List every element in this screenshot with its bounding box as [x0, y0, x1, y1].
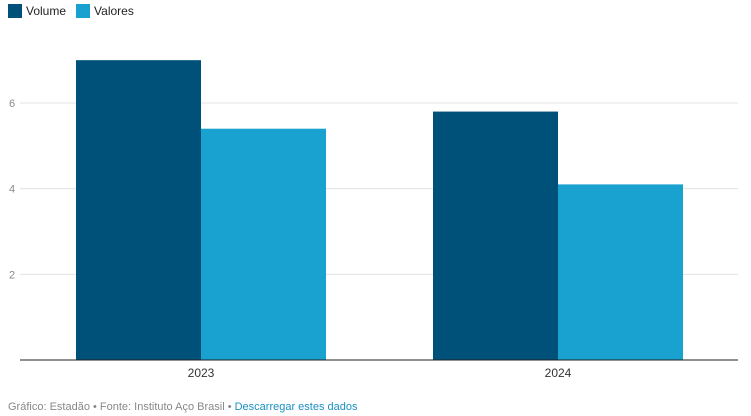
legend-item-volume: Volume [8, 4, 66, 18]
y-tick-label-2: 2 [9, 269, 15, 281]
bar-chart: 2 4 6 2023 2024 [9, 60, 738, 380]
legend-swatch-valores [76, 4, 91, 18]
footer-separator-2: • [224, 401, 235, 413]
y-tick-label-4: 4 [9, 184, 15, 196]
footer-source: Fonte: Instituto Aço Brasil [99, 401, 225, 413]
x-tick-label-2023: 2023 [188, 366, 215, 380]
bar-volume-2024 [433, 111, 558, 360]
bar-volume-2023 [76, 60, 201, 361]
download-data-link[interactable]: Descarregar estes dados [234, 401, 358, 413]
legend-label-volume: Volume [26, 4, 67, 18]
footer-credit: Gráfico: Estadão [8, 401, 90, 413]
x-tick-label-2024: 2024 [545, 366, 572, 380]
bar-valores-2024 [558, 184, 683, 360]
y-tick-label-6: 6 [9, 98, 15, 110]
legend-label-valores: Valores [94, 4, 134, 18]
legend-swatch-volume [8, 4, 22, 18]
chart-legend: Volume Valores [8, 4, 144, 18]
legend-item-valores: Valores [76, 4, 134, 18]
chart-footer: Gráfico: Estadão • Fonte: Instituto Aço … [8, 401, 358, 413]
footer-separator-1: • [89, 401, 100, 413]
bar-valores-2023 [201, 128, 326, 360]
